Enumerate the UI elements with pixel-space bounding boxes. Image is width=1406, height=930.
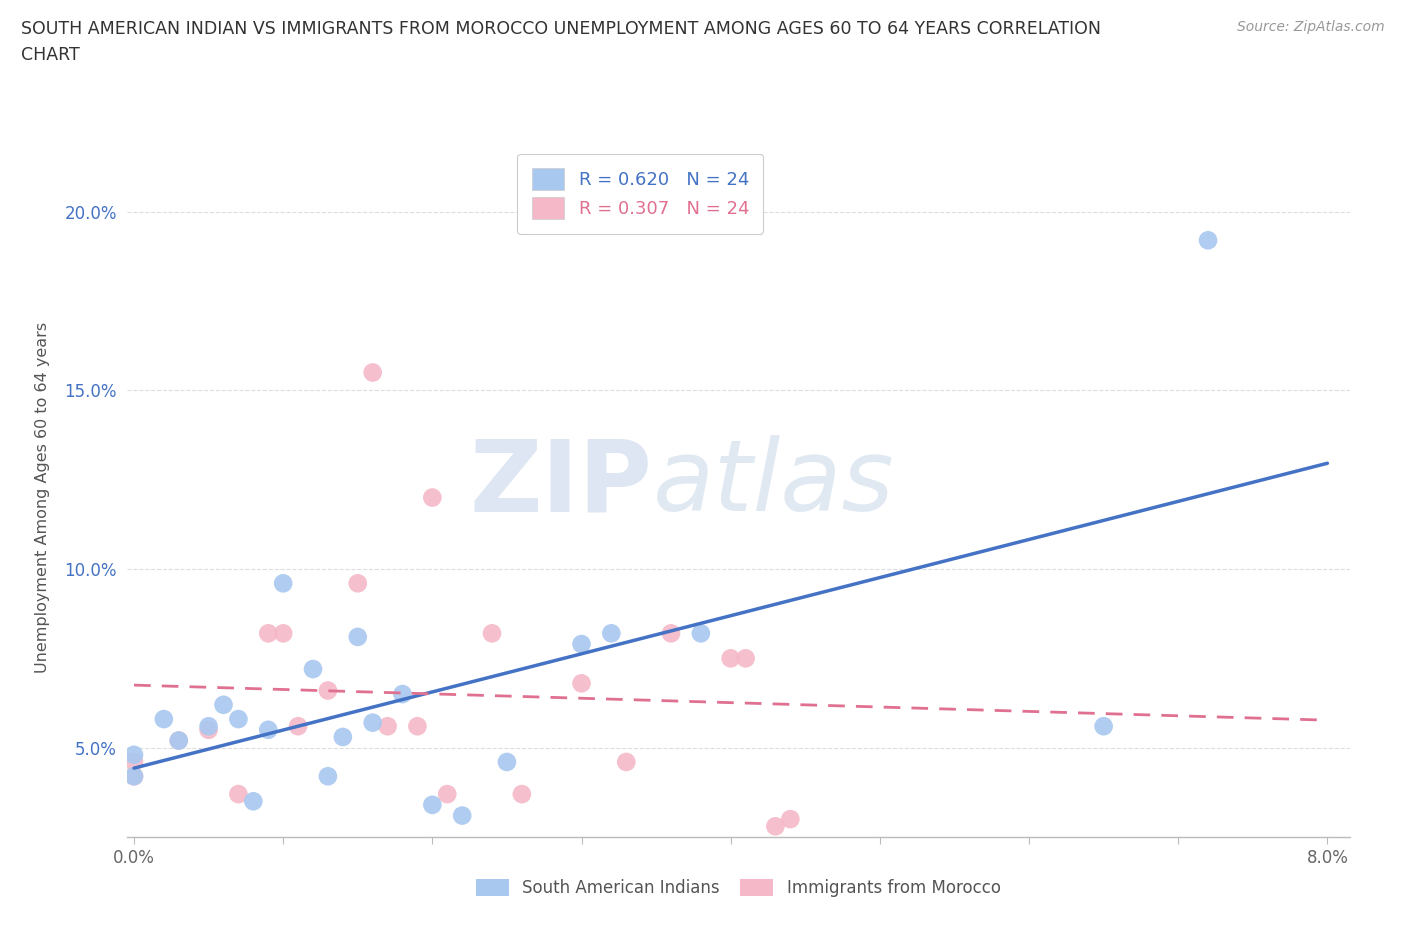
Point [422,490,444,505]
Point [346,630,368,644]
Point [779,812,801,827]
Point [361,715,384,730]
Point [228,787,250,802]
Point [122,769,145,784]
Point [377,719,399,734]
Point [361,365,384,380]
Point [734,651,756,666]
Point [287,719,309,734]
Point [316,683,339,698]
Text: CHART: CHART [21,46,80,64]
Y-axis label: Unemployment Among Ages 60 to 64 years: Unemployment Among Ages 60 to 64 years [35,322,51,673]
Point [481,626,503,641]
Point [271,626,294,641]
Point [451,808,474,823]
Point [510,787,533,802]
Point [436,787,458,802]
Point [197,723,219,737]
Legend: South American Indians, Immigrants from Morocco: South American Indians, Immigrants from … [470,871,1007,903]
Point [765,818,787,833]
Point [122,748,145,763]
Text: Source: ZipAtlas.com: Source: ZipAtlas.com [1237,20,1385,34]
Point [242,794,264,809]
Point [153,711,176,726]
Point [122,769,145,784]
Point [496,754,519,769]
Point [1092,719,1115,734]
Point [316,769,339,784]
Point [271,576,294,591]
Point [422,797,444,812]
Point [346,576,368,591]
Point [332,729,354,744]
Text: ZIP: ZIP [470,435,652,533]
Point [122,754,145,769]
Point [257,626,280,641]
Point [167,733,190,748]
Point [302,661,325,676]
Point [720,651,742,666]
Point [167,733,190,748]
Text: atlas: atlas [652,435,894,533]
Point [614,754,637,769]
Point [571,676,593,691]
Point [571,637,593,652]
Point [197,719,219,734]
Point [600,626,623,641]
Text: SOUTH AMERICAN INDIAN VS IMMIGRANTS FROM MOROCCO UNEMPLOYMENT AMONG AGES 60 TO 6: SOUTH AMERICAN INDIAN VS IMMIGRANTS FROM… [21,20,1101,38]
Point [391,686,413,701]
Point [257,723,280,737]
Point [1197,232,1219,247]
Point [689,626,711,641]
Point [406,719,429,734]
Point [212,698,235,712]
Point [228,711,250,726]
Point [659,626,682,641]
